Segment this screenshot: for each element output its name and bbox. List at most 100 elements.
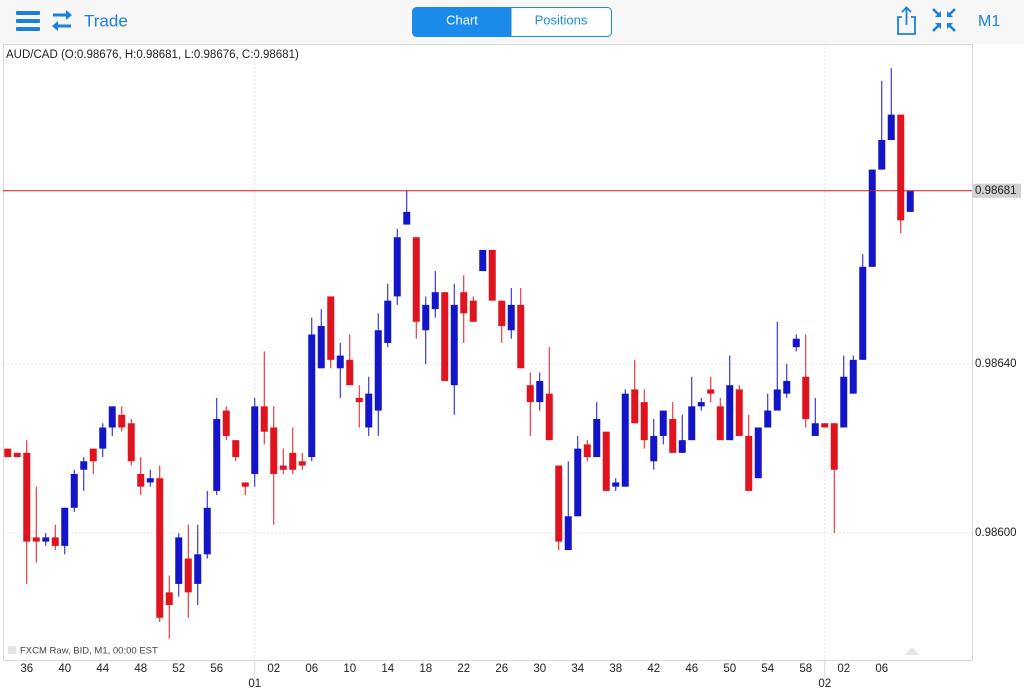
candle-body	[403, 211, 411, 225]
candle-body	[99, 427, 107, 449]
candle-body	[517, 304, 525, 369]
candle-body	[621, 393, 629, 487]
candle-body	[61, 507, 69, 546]
tab-chart-bg[interactable]	[412, 7, 512, 37]
candle-body	[232, 440, 240, 458]
candle-body	[583, 444, 591, 458]
candle-body	[906, 190, 914, 212]
menu-icon[interactable]	[16, 11, 40, 31]
candle-body	[4, 448, 12, 458]
candle-body	[32, 537, 40, 542]
candle-body	[545, 393, 553, 441]
plot: 0.98600 0.98640 36 40 44 48 52 56 02 06 10 14 18 22 26…	[3, 47, 1021, 690]
swap-icon[interactable]	[52, 10, 72, 31]
candle-body	[688, 406, 696, 441]
candle-body	[137, 473, 145, 487]
candle-body	[308, 334, 316, 458]
candle-body	[650, 435, 658, 462]
x-tick-label: 36	[20, 663, 33, 675]
tab-chart[interactable]: Chart	[446, 12, 478, 27]
candle-body	[13, 452, 21, 458]
candle-body	[165, 592, 173, 606]
date-tick-label: 01	[248, 678, 261, 690]
candle-body	[602, 431, 610, 491]
candle-body	[412, 237, 420, 322]
candle-body	[669, 419, 677, 453]
candle-body	[374, 330, 382, 411]
tab-positions[interactable]: Positions	[535, 12, 588, 27]
timeframe[interactable]: M1	[978, 13, 1000, 30]
x-tick-label: 40	[58, 663, 71, 675]
last-price-label: 0.98681	[975, 185, 1017, 197]
x-tick-label: 38	[609, 663, 622, 675]
candle-body	[830, 423, 838, 470]
candle-body	[70, 473, 78, 508]
footnote-icon	[8, 646, 16, 654]
candle-body	[811, 423, 819, 436]
candle-body	[479, 249, 487, 272]
toolbar-title[interactable]: Trade	[84, 11, 128, 30]
candle-body	[849, 359, 857, 394]
candle-body	[536, 380, 544, 403]
date-tick-label: 02	[818, 678, 831, 690]
candle-body	[365, 393, 373, 428]
candle-body	[821, 423, 829, 428]
candle-body	[89, 448, 97, 462]
candle-body	[42, 537, 50, 542]
last-price-box	[973, 183, 1021, 198]
candle-body	[260, 406, 268, 432]
x-tick-label: 58	[799, 663, 812, 675]
candle-body	[298, 461, 306, 466]
x-tick-label: 42	[647, 663, 660, 675]
x-tick-label: 48	[134, 663, 147, 675]
candle-body	[469, 300, 477, 322]
candle-body	[108, 406, 116, 428]
x-tick-label: 52	[172, 663, 185, 675]
candle-body	[498, 300, 506, 327]
share-icon[interactable]	[897, 6, 916, 35]
candle-body	[612, 482, 620, 487]
x-tick-label: 14	[381, 663, 394, 675]
candle-body	[279, 465, 287, 470]
candle-body	[213, 419, 221, 491]
candle-body	[526, 385, 534, 403]
candle-body	[355, 397, 363, 403]
candle-body	[593, 419, 601, 458]
plot-frame	[3, 44, 973, 661]
scroll-marker[interactable]	[905, 647, 919, 655]
x-tick-label: 54	[761, 663, 774, 675]
x-tick-label: 02	[837, 663, 850, 675]
candle-body	[792, 338, 800, 348]
candle-body	[289, 452, 297, 470]
candle-body	[783, 380, 791, 394]
x-tick-label: 10	[343, 663, 356, 675]
candle-body	[868, 169, 876, 267]
x-tick-label: 56	[210, 663, 223, 675]
candle-body	[156, 478, 164, 618]
x-tick-label: 26	[495, 663, 508, 675]
candle-body	[460, 292, 468, 314]
x-tick-label: 44	[96, 663, 109, 675]
candle-body	[716, 406, 724, 441]
candle-body	[488, 249, 496, 301]
candle-body	[764, 410, 772, 428]
collapse-icon[interactable]	[932, 8, 956, 32]
candle-body	[840, 376, 848, 428]
candle-body	[450, 304, 458, 386]
candle-body	[897, 114, 905, 221]
candle-body	[745, 435, 753, 491]
candle-body	[878, 140, 886, 170]
candle-body	[754, 427, 762, 479]
candle-body	[317, 326, 325, 369]
x-tick-label: 06	[305, 663, 318, 675]
candle-body	[802, 376, 810, 420]
x-tick-label: 46	[685, 663, 698, 675]
x-tick-label: 30	[533, 663, 546, 675]
candle-body	[859, 266, 867, 360]
candle-body	[574, 448, 582, 517]
candle-body	[555, 465, 563, 542]
candle-body	[422, 304, 430, 331]
candle-body	[384, 300, 392, 343]
